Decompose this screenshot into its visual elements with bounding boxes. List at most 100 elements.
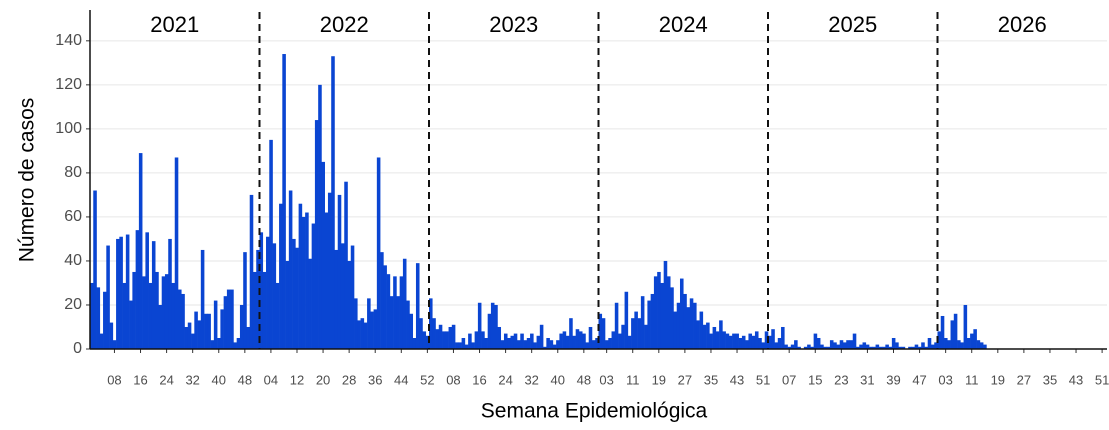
bar [396, 296, 400, 349]
bar [673, 311, 678, 349]
bar [719, 320, 723, 349]
bar [331, 56, 335, 350]
x-tick-label: 47 [912, 372, 926, 387]
bar [256, 249, 260, 349]
bar [787, 346, 792, 349]
bar [706, 322, 710, 349]
bar [813, 333, 818, 349]
bar [429, 298, 433, 349]
x-tick-label: 24 [498, 372, 512, 387]
bar [732, 333, 736, 349]
bar [275, 282, 280, 349]
bar [520, 333, 524, 349]
bar [807, 344, 811, 349]
bar [539, 324, 544, 349]
bar [924, 346, 929, 349]
year-label: 2025 [828, 12, 877, 37]
bar [930, 344, 935, 349]
bar [895, 342, 899, 349]
bar [768, 335, 772, 349]
bar [595, 337, 599, 349]
bar [644, 324, 648, 349]
bar [546, 337, 550, 349]
x-tick-label: 40 [551, 372, 565, 387]
bar [657, 271, 661, 349]
bar [970, 333, 974, 349]
bar [168, 238, 172, 349]
y-tick-label: 60 [64, 208, 82, 225]
bar [882, 346, 886, 349]
bar [125, 234, 130, 349]
bar [826, 346, 831, 349]
bar [888, 346, 893, 349]
bar [846, 340, 850, 349]
bar [314, 120, 319, 349]
bar [582, 333, 586, 349]
bar [709, 333, 713, 349]
bar [624, 291, 629, 349]
bar [252, 271, 257, 349]
x-tick-label: 15 [808, 372, 822, 387]
x-tick-label: 11 [626, 372, 640, 387]
bar [471, 342, 475, 349]
bar [679, 278, 684, 349]
bar [389, 296, 394, 349]
bar [363, 322, 368, 349]
bar [419, 318, 423, 349]
bar [340, 243, 345, 349]
bar [637, 318, 642, 349]
bar [937, 331, 942, 349]
bar [448, 326, 453, 349]
bar [647, 300, 651, 349]
bar [569, 318, 573, 349]
bar [148, 282, 153, 349]
bar [950, 320, 955, 349]
bar [187, 322, 192, 349]
bar [712, 326, 717, 349]
bar [217, 337, 221, 349]
overlay: 0 20 40 60 80 100 120 140 08 16 24 32 40 48 04 12 20 28 36… [55, 10, 1109, 387]
bar [859, 344, 863, 349]
bar [849, 340, 854, 349]
bar [618, 333, 622, 349]
bar [852, 333, 857, 349]
bar [513, 333, 518, 349]
bar [204, 313, 208, 349]
x-tick-label: 43 [1069, 372, 1083, 387]
x-tick-label: 16 [472, 372, 486, 387]
bar [797, 346, 801, 349]
bar [376, 157, 381, 349]
bar [631, 318, 635, 349]
bar [305, 212, 309, 349]
bar [99, 333, 104, 349]
bar [432, 318, 436, 349]
bar [406, 300, 410, 349]
x-tick-label: 16 [133, 372, 147, 387]
bar [207, 313, 211, 349]
bar [875, 344, 880, 349]
bar [745, 340, 749, 349]
bar [722, 331, 726, 349]
bar [132, 271, 136, 349]
bar [145, 232, 149, 349]
bar [960, 342, 964, 349]
bar [565, 335, 570, 349]
x-tick-label: 12 [290, 372, 304, 387]
bar [611, 331, 616, 349]
bar [598, 313, 603, 349]
bar [370, 311, 374, 349]
bar [820, 344, 824, 349]
x-tick-label: 39 [886, 372, 900, 387]
bar [983, 344, 987, 349]
bar [660, 282, 664, 349]
bars [90, 54, 987, 350]
bar [279, 203, 283, 349]
bar [90, 282, 94, 349]
bar [458, 342, 462, 349]
y-tick-label: 80 [64, 164, 82, 181]
bar [481, 331, 485, 349]
bar [650, 293, 655, 349]
bar [764, 331, 769, 349]
bar [442, 331, 446, 349]
bar [510, 335, 515, 349]
